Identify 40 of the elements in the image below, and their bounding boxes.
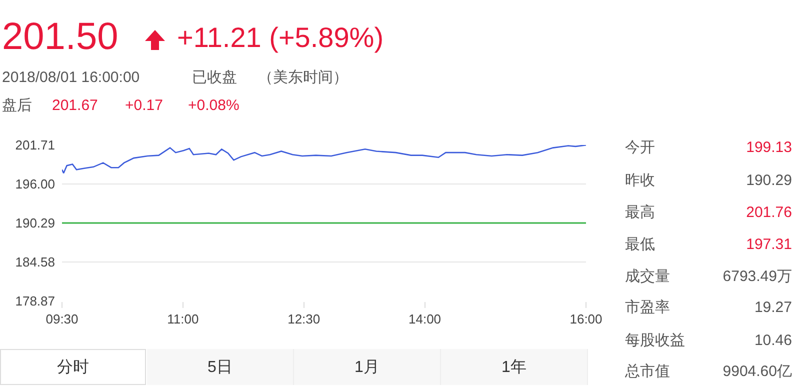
text: 昨收	[625, 172, 655, 189]
text: +11.21 (+5.89%)	[177, 22, 384, 53]
text: 1月	[294, 349, 441, 385]
text: 199.13	[746, 139, 792, 156]
y-tick-label: 178.87	[15, 294, 55, 309]
text: 成交量	[625, 268, 670, 285]
text: 6793.49万	[722, 268, 792, 285]
x-tick-label: 14:00	[408, 312, 442, 327]
text: +0.08%	[188, 97, 240, 114]
text: 201.76	[746, 204, 792, 221]
y-tick-label: 184.58	[15, 254, 55, 270]
text: 分时	[0, 349, 146, 385]
x-tick-label: 11:00	[167, 312, 199, 327]
x-tick-label: 09:30	[46, 312, 78, 327]
text: 最高	[625, 204, 655, 221]
text: 201.67	[52, 97, 98, 114]
text: 市盈率	[625, 299, 670, 316]
text: 197.31	[746, 236, 792, 253]
y-tick-label: 190.29	[15, 216, 55, 231]
text: 今开	[625, 139, 655, 156]
text: 5日	[147, 349, 294, 385]
text: 9904.60亿	[722, 363, 792, 380]
text: 19.27	[754, 299, 792, 316]
x-tick-label: 12:30	[288, 312, 320, 327]
text: 最低	[625, 236, 655, 253]
x-tick-label: 16:00	[570, 312, 602, 327]
text: 10.46	[754, 332, 792, 349]
line-series	[62, 145, 586, 174]
text: 201.50	[2, 16, 118, 58]
text: +0.17	[125, 97, 163, 114]
text: 总市值	[625, 363, 670, 380]
text: 已收盘	[192, 69, 237, 86]
text: 2018/08/01 16:00:00	[2, 69, 140, 86]
y-tick-label: 201.71	[15, 138, 55, 153]
text: （美东时间）	[258, 69, 348, 86]
text: 190.29	[746, 172, 792, 189]
y-tick-label: 196.00	[15, 176, 55, 192]
text: 盘后	[2, 97, 32, 114]
text: 1年	[441, 349, 588, 385]
text: 每股收益	[625, 332, 685, 349]
